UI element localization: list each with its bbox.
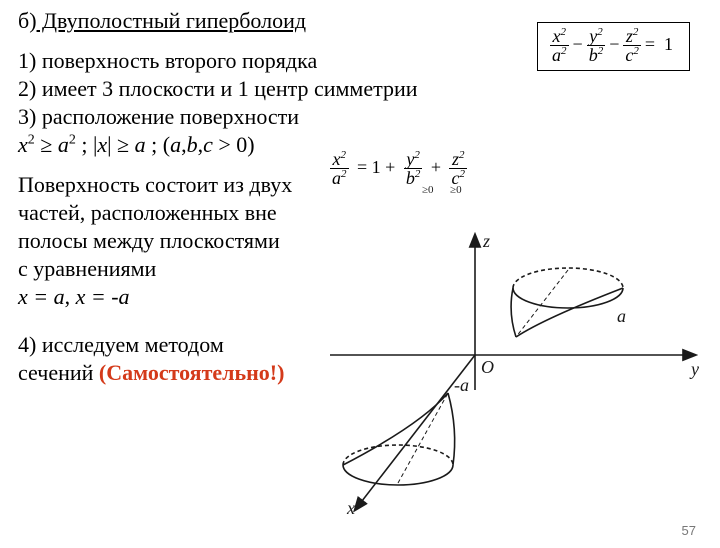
secondary-equation: x2a2 = 1 + y2b2 + z2c2 ≥0 ≥0 bbox=[330, 150, 467, 187]
secondary-equation-content: x2a2 = 1 + y2b2 + z2c2 bbox=[330, 157, 467, 177]
handwritten-annotation: ≥0 ≥0 bbox=[422, 184, 462, 196]
bullet-2: 2) имеет 3 плоскости и 1 центр симметрии bbox=[18, 76, 702, 102]
p2-l2: частей, расположенных вне bbox=[18, 200, 348, 226]
svg-text:a: a bbox=[617, 306, 626, 326]
p3-l2a: сечений bbox=[18, 360, 99, 385]
ineq-abc-c: c bbox=[203, 132, 213, 157]
svg-text:x: x bbox=[346, 498, 355, 518]
p2-l4: с уравнениями bbox=[18, 256, 348, 282]
p2-l3: полосы между плоскостями bbox=[18, 228, 348, 254]
bullet-3: 3) расположение поверхности bbox=[18, 104, 702, 130]
ineq-ge1: ≥ bbox=[35, 132, 58, 157]
main-equation: x2a2−y2b2−z2c2= 1 bbox=[550, 34, 677, 54]
ineq-sep1: ; | bbox=[76, 132, 98, 157]
p3-l2b: (Самостоятельно!) bbox=[99, 360, 285, 385]
page-number: 57 bbox=[682, 523, 696, 538]
ineq-xabs: x bbox=[97, 132, 107, 157]
heading-prefix: б) bbox=[18, 8, 37, 33]
paragraph-method: 4) исследуем методом сечений (Самостояте… bbox=[18, 332, 348, 386]
main-equation-box: x2a2−y2b2−z2c2= 1 bbox=[537, 22, 690, 71]
ineq-sep2: ; ( bbox=[146, 132, 170, 157]
p2-l5: x = a, x = -a bbox=[18, 284, 348, 310]
ineq-x: x bbox=[18, 132, 28, 157]
p2-l5c: x = -a bbox=[76, 284, 130, 309]
svg-text:z: z bbox=[482, 231, 490, 251]
p3-l1: 4) исследуем методом bbox=[18, 332, 348, 358]
p2-l1: Поверхность состоит из двух bbox=[18, 172, 348, 198]
ineq-a: a bbox=[135, 132, 146, 157]
ineq-ge2: | ≥ bbox=[107, 132, 134, 157]
p2-l5b: , bbox=[65, 284, 76, 309]
svg-text:y: y bbox=[689, 359, 699, 379]
svg-text:O: O bbox=[481, 357, 494, 377]
paragraph-surface-description: Поверхность состоит из двух частей, расп… bbox=[18, 172, 348, 310]
hyperboloid-diagram: z y x Oa -a bbox=[300, 225, 710, 525]
p2-l5a: x = a bbox=[18, 284, 65, 309]
heading-title: Двуполостный гиперболоид bbox=[37, 8, 307, 33]
ineq-gt0: > 0) bbox=[213, 132, 255, 157]
ineq-abc-a: a bbox=[170, 132, 181, 157]
diagram-svg: z y x Oa -a bbox=[300, 225, 710, 525]
svg-text:-a: -a bbox=[454, 375, 469, 395]
ineq-a2: a bbox=[58, 132, 69, 157]
ineq-abc-b: b bbox=[187, 132, 198, 157]
p3-l2: сечений (Самостоятельно!) bbox=[18, 360, 348, 386]
